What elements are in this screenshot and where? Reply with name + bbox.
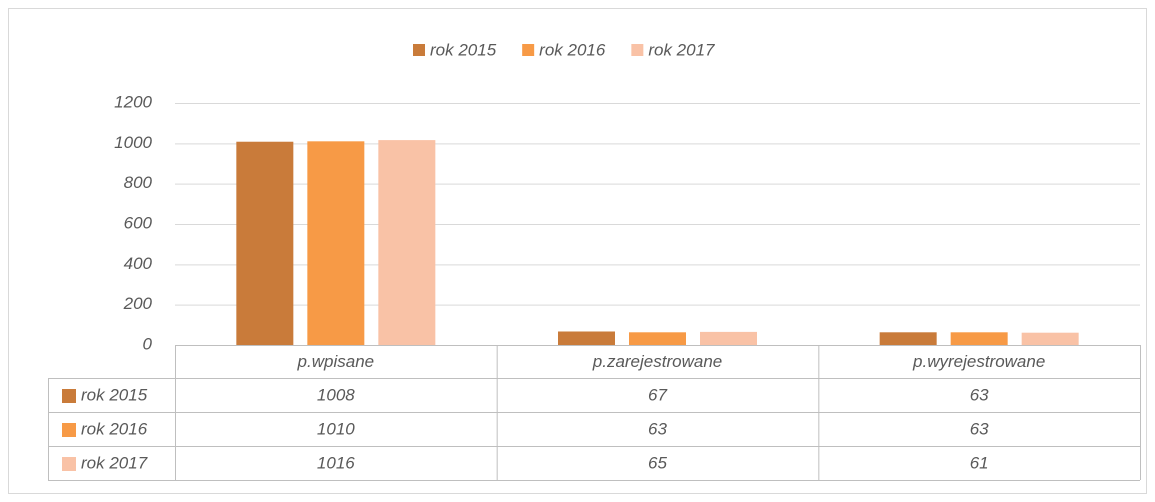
bar (950, 332, 1008, 345)
bar (700, 331, 757, 345)
table-row-label: rok 2016 (81, 419, 148, 438)
table-swatch (62, 389, 76, 403)
legend-swatch (631, 44, 644, 56)
y-tick-label: 400 (124, 254, 153, 273)
table-value: 63 (970, 385, 989, 404)
bar (879, 332, 937, 345)
x-tick-label: p.wyrejestrowane (912, 352, 1045, 371)
bar (378, 140, 436, 345)
y-tick-label: 200 (123, 294, 153, 313)
legend-label: rok 2017 (648, 40, 715, 59)
x-tick-label: p.zarejestrowane (592, 352, 722, 371)
legend-swatch (413, 44, 425, 56)
table-row-label: rok 2015 (81, 385, 148, 404)
bar (629, 332, 686, 345)
bar (236, 141, 294, 345)
table-row-label: rok 2017 (81, 453, 148, 472)
table-value: 63 (648, 419, 667, 438)
table-value: 67 (648, 385, 667, 404)
bar (558, 331, 615, 345)
bar (307, 141, 365, 345)
y-tick-label: 1000 (114, 133, 152, 152)
table-value: 63 (970, 419, 989, 438)
table-swatch (62, 457, 76, 471)
table-value: 1008 (317, 385, 355, 404)
table-value: 65 (648, 453, 667, 472)
y-tick-label: 0 (143, 334, 153, 353)
bar (1021, 332, 1079, 345)
y-tick-label: 600 (124, 213, 153, 232)
table-value: 1016 (317, 453, 355, 472)
legend-label: rok 2016 (539, 40, 606, 59)
legend-label: rok 2015 (430, 40, 497, 59)
y-tick-label: 1200 (114, 92, 152, 111)
table-value: 1010 (317, 419, 355, 438)
x-tick-label: p.wpisane (297, 352, 375, 371)
y-tick-label: 800 (124, 173, 153, 192)
table-swatch (62, 423, 76, 437)
legend-swatch (522, 44, 535, 56)
table-value: 61 (970, 453, 989, 472)
